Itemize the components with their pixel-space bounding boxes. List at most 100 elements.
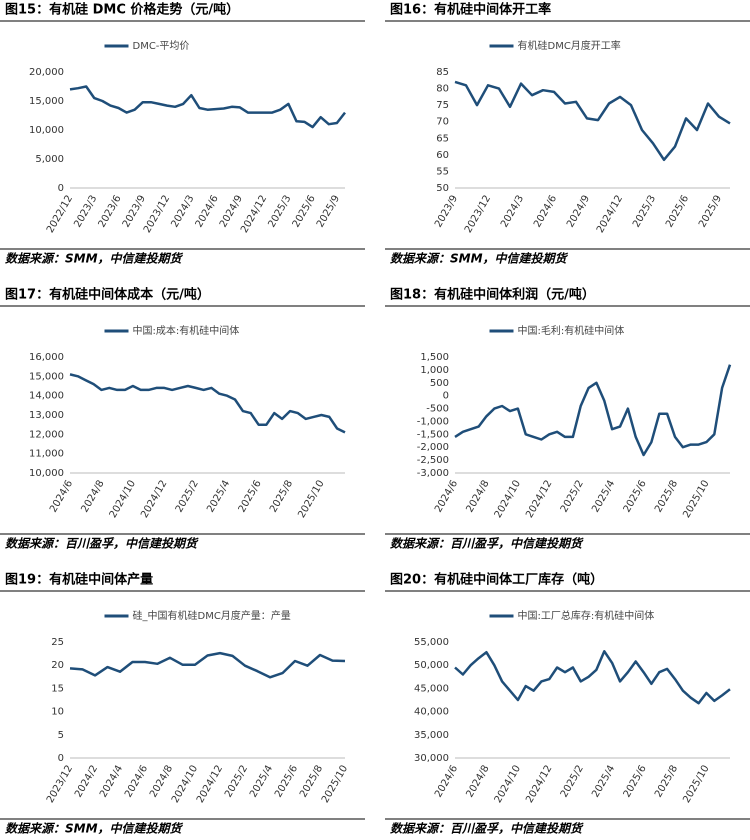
- x-tick-label: 2025/9: [697, 194, 724, 230]
- x-tick-label: 2024/8: [465, 479, 492, 515]
- x-tick-label: 2024/8: [148, 764, 175, 800]
- x-tick-label: 2024/8: [80, 479, 107, 515]
- x-tick-label: 2025/6: [273, 764, 300, 800]
- x-tick-label: 2025/6: [291, 194, 318, 230]
- y-tick-label: -500: [426, 404, 449, 415]
- x-tick-label: 2023/12: [463, 194, 493, 235]
- y-tick-label: -3,000: [417, 468, 449, 479]
- x-tick-label: 2025/8: [653, 764, 680, 800]
- x-tick-label: 2025/2: [559, 764, 586, 800]
- legend-label: 有机硅DMC月度开工率: [518, 39, 621, 52]
- y-tick-label: 10: [51, 707, 64, 718]
- x-tick-label: 2025/2: [559, 479, 586, 515]
- figure-title: 图18：有机硅中间体利润（元/吨）: [390, 287, 595, 303]
- x-tick-label: 2025/6: [622, 479, 649, 515]
- x-tick-label: 2025/2: [174, 479, 201, 515]
- figure-title: 图15：有机硅 DMC 价格走势（元/吨）: [5, 2, 239, 18]
- y-tick-label: 45,000: [414, 683, 449, 694]
- y-tick-label: 1,500: [420, 352, 449, 363]
- y-tick-label: 0: [58, 183, 64, 194]
- x-tick-label: 2023/9: [121, 194, 148, 230]
- y-tick-label: 85: [436, 67, 449, 78]
- y-tick-label: 15: [51, 683, 64, 694]
- y-tick-label: 35,000: [414, 730, 449, 741]
- figure-source: 数据来源：SMM，中信建投期货: [5, 822, 184, 836]
- x-tick-label: 2025/4: [205, 479, 232, 515]
- legend-label: 中国:毛利:有机硅中间体: [518, 324, 625, 337]
- data-line: [454, 364, 732, 457]
- x-tick-label: 2024/3: [499, 194, 526, 230]
- x-tick-label: 2024/4: [98, 764, 125, 800]
- y-tick-label: 50,000: [414, 660, 449, 671]
- x-tick-label: 2024/3: [169, 194, 196, 230]
- y-tick-label: 0: [58, 753, 64, 764]
- x-tick-label: 2025/3: [266, 194, 293, 230]
- figure-source: 数据来源：百川盈孚，中信建投期货: [5, 537, 199, 551]
- y-tick-label: 20: [51, 660, 64, 671]
- x-tick-label: 2024/6: [48, 479, 75, 515]
- x-tick-label: 2024/12: [139, 479, 169, 520]
- y-tick-label: 11,000: [29, 449, 64, 460]
- figure-title: 图19：有机硅中间体产量: [5, 572, 153, 588]
- x-tick-label: 2024/12: [524, 479, 554, 520]
- legend-label: 中国:工厂总库存:有机硅中间体: [518, 609, 655, 622]
- x-tick-label: 2025/9: [315, 194, 342, 230]
- x-tick-label: 2024/9: [218, 194, 245, 230]
- y-tick-label: 30,000: [414, 753, 449, 764]
- x-tick-label: 2022/12: [45, 194, 75, 235]
- y-tick-label: -2,500: [417, 455, 449, 466]
- data-line: [69, 651, 346, 679]
- y-tick-label: 55,000: [414, 637, 449, 648]
- x-tick-label: 2025/4: [590, 479, 617, 515]
- x-tick-label: 2024/6: [123, 764, 150, 800]
- x-tick-label: 2025/6: [622, 764, 649, 800]
- figure-source: 数据来源：百川盈孚，中信建投期货: [390, 537, 584, 551]
- y-tick-label: 10,000: [29, 125, 64, 136]
- data-line: [454, 80, 731, 162]
- figure-source: 数据来源：SMM，中信建投期货: [390, 252, 569, 266]
- y-tick-label: 50: [436, 183, 449, 194]
- y-tick-label: 5,000: [35, 154, 64, 165]
- data-line: [454, 650, 731, 705]
- figure-source: 数据来源：百川盈孚，中信建投期货: [390, 822, 584, 836]
- data-line: [69, 85, 346, 129]
- x-tick-label: 2024/10: [493, 479, 523, 520]
- x-tick-label: 2025/8: [298, 764, 325, 800]
- y-tick-label: 40,000: [414, 707, 449, 718]
- x-tick-label: 2025/8: [653, 479, 680, 515]
- y-tick-label: 65: [436, 133, 449, 144]
- y-tick-label: 75: [436, 100, 449, 111]
- x-tick-label: 2025/8: [268, 479, 295, 515]
- y-tick-label: -1,500: [417, 429, 449, 440]
- x-tick-label: 2025/6: [237, 479, 264, 515]
- y-tick-label: 1,000: [420, 365, 449, 376]
- y-tick-label: 0: [443, 391, 449, 402]
- y-tick-label: 70: [436, 117, 449, 128]
- x-tick-label: 2025/3: [631, 194, 658, 230]
- data-line: [69, 373, 346, 434]
- y-tick-label: 55: [436, 166, 449, 177]
- x-tick-label: 2024/6: [532, 194, 559, 230]
- x-tick-label: 2024/10: [108, 479, 138, 520]
- x-tick-label: 2025/10: [296, 479, 326, 520]
- y-tick-label: 20,000: [29, 67, 64, 78]
- legend-label: 硅_中国有机硅DMC月度产量：产量: [133, 609, 291, 622]
- figure-title: 图17：有机硅中间体成本（元/吨）: [5, 287, 210, 303]
- legend-label: DMC-平均价: [133, 40, 190, 52]
- x-tick-label: 2024/12: [595, 194, 625, 235]
- y-tick-label: 5: [58, 730, 64, 741]
- y-tick-label: -2,000: [417, 442, 449, 453]
- y-tick-label: 12,000: [29, 429, 64, 440]
- x-tick-label: 2024/10: [493, 764, 523, 805]
- x-tick-label: 2023/12: [45, 764, 75, 805]
- figure-source: 数据来源：SMM，中信建投期货: [5, 252, 184, 266]
- x-tick-label: 2025/2: [223, 764, 250, 800]
- x-tick-label: 2024/12: [524, 764, 554, 805]
- x-tick-label: 2024/6: [194, 194, 221, 230]
- x-tick-label: 2025/6: [664, 194, 691, 230]
- x-tick-label: 2024/8: [465, 764, 492, 800]
- x-tick-label: 2024/2: [73, 764, 100, 800]
- x-tick-label: 2024/6: [433, 479, 460, 515]
- x-tick-label: 2023/6: [97, 194, 124, 230]
- y-tick-label: 60: [436, 150, 449, 161]
